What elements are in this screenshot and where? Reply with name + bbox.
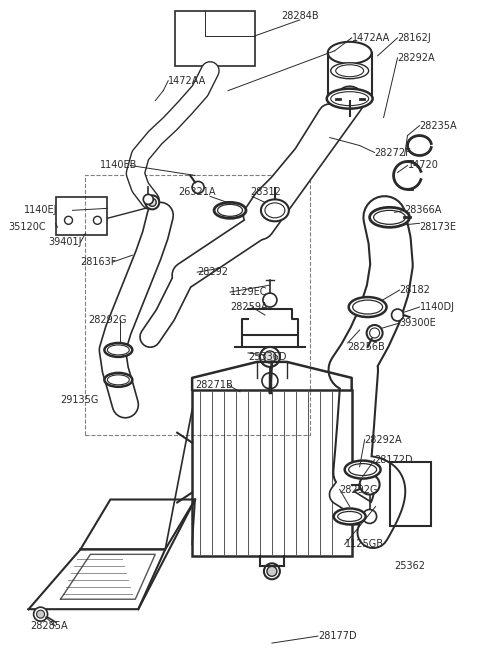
Text: 26321A: 26321A <box>178 187 216 197</box>
Text: 28312: 28312 <box>250 187 281 197</box>
Ellipse shape <box>331 92 369 105</box>
Ellipse shape <box>370 208 409 227</box>
Text: 1140DJ: 1140DJ <box>420 302 455 312</box>
Text: 28271B: 28271B <box>195 380 233 390</box>
Text: 14720: 14720 <box>408 160 438 170</box>
Circle shape <box>264 351 276 363</box>
Circle shape <box>360 475 380 495</box>
Ellipse shape <box>328 42 372 64</box>
Ellipse shape <box>373 210 406 224</box>
Circle shape <box>363 510 377 523</box>
Circle shape <box>264 563 280 579</box>
Text: 28162J: 28162J <box>397 33 432 43</box>
Ellipse shape <box>104 373 132 387</box>
Text: 28272F: 28272F <box>374 147 411 157</box>
Circle shape <box>260 347 280 367</box>
Text: 28366A: 28366A <box>405 205 442 215</box>
Text: 25336D: 25336D <box>248 352 287 362</box>
Circle shape <box>94 216 101 224</box>
Text: 28285A: 28285A <box>31 621 68 631</box>
Bar <box>390 462 432 527</box>
Circle shape <box>145 195 159 210</box>
Ellipse shape <box>331 63 369 79</box>
Text: 28172D: 28172D <box>374 455 413 464</box>
Ellipse shape <box>327 88 372 109</box>
Text: 1140EJ: 1140EJ <box>24 205 57 215</box>
Text: 29135G: 29135G <box>60 395 99 405</box>
Circle shape <box>370 328 380 338</box>
Ellipse shape <box>348 464 377 476</box>
Bar <box>56 197 108 235</box>
Ellipse shape <box>353 300 383 314</box>
Circle shape <box>148 198 156 206</box>
Ellipse shape <box>265 203 285 218</box>
Text: 28163F: 28163F <box>81 257 117 267</box>
Text: 28292A: 28292A <box>365 435 402 445</box>
Ellipse shape <box>108 345 129 355</box>
Circle shape <box>367 325 383 341</box>
Text: 1129EC: 1129EC <box>230 287 267 297</box>
Text: 1472AA: 1472AA <box>352 33 390 43</box>
Text: 25362: 25362 <box>395 561 426 571</box>
Bar <box>175 11 255 66</box>
Text: 28259A: 28259A <box>230 302 268 312</box>
Bar <box>192 390 352 556</box>
Text: 28292A: 28292A <box>397 53 435 63</box>
Text: 28292G: 28292G <box>340 485 378 495</box>
Circle shape <box>263 293 277 307</box>
Circle shape <box>267 567 277 576</box>
Text: 1140EB: 1140EB <box>100 160 138 170</box>
Text: 28292G: 28292G <box>88 315 127 325</box>
Circle shape <box>34 607 48 621</box>
Circle shape <box>392 309 404 321</box>
Ellipse shape <box>217 204 242 216</box>
Ellipse shape <box>261 199 289 221</box>
Circle shape <box>192 181 204 193</box>
Text: 28182: 28182 <box>399 285 431 295</box>
Ellipse shape <box>214 202 246 218</box>
Circle shape <box>262 373 278 389</box>
Ellipse shape <box>338 512 361 521</box>
Ellipse shape <box>348 297 386 317</box>
Text: 1472AA: 1472AA <box>168 76 206 86</box>
Circle shape <box>144 195 153 204</box>
Text: 28292: 28292 <box>197 267 228 277</box>
Ellipse shape <box>104 343 132 357</box>
Circle shape <box>36 610 45 618</box>
Text: 28177D: 28177D <box>318 631 356 641</box>
Ellipse shape <box>336 65 364 77</box>
Text: 39401J: 39401J <box>48 237 82 247</box>
Text: 28235A: 28235A <box>420 121 457 130</box>
Text: 1125GB: 1125GB <box>345 539 384 550</box>
Ellipse shape <box>334 508 366 525</box>
Ellipse shape <box>345 460 381 479</box>
Text: 28284B: 28284B <box>281 11 319 21</box>
Circle shape <box>64 216 72 224</box>
Text: 28173E: 28173E <box>420 222 456 233</box>
Ellipse shape <box>108 375 129 385</box>
Text: 28256B: 28256B <box>348 342 385 352</box>
Text: 35120C: 35120C <box>9 222 46 233</box>
Text: 39300E: 39300E <box>399 318 436 328</box>
